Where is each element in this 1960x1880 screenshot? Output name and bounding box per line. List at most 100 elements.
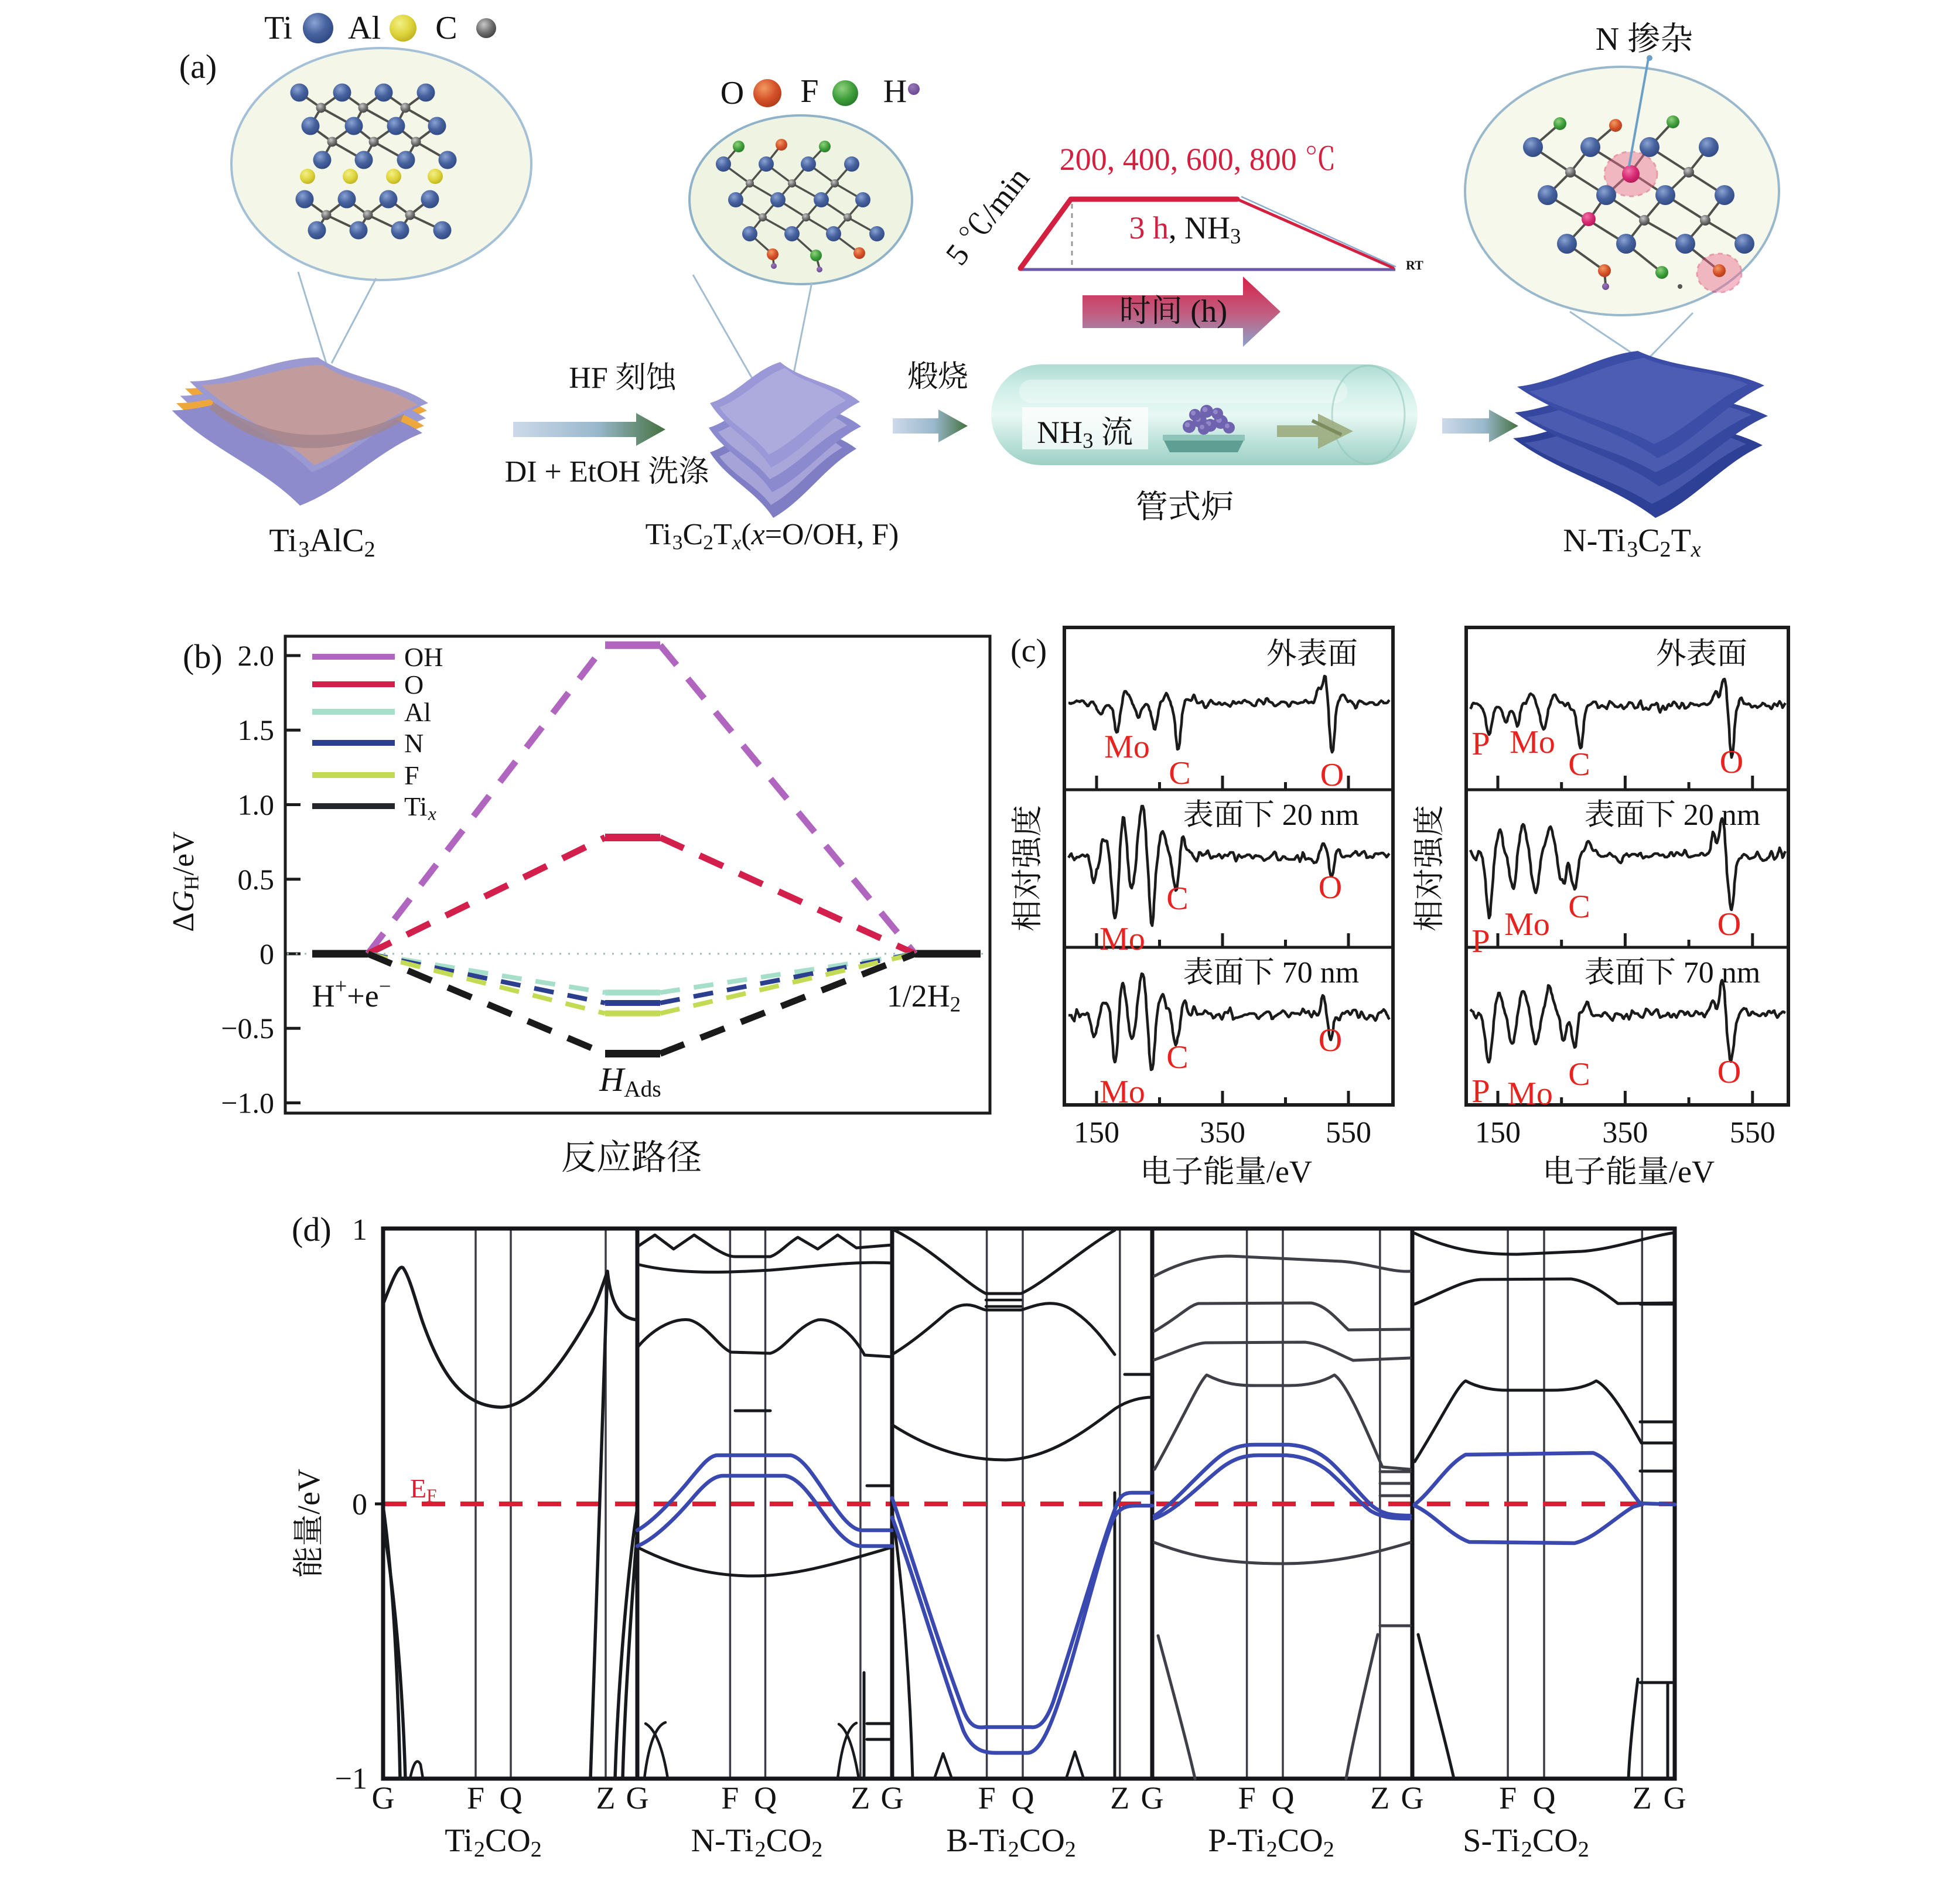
svg-text:Mo: Mo [1504, 906, 1550, 943]
svg-text:G: G [881, 1780, 904, 1816]
svg-text:150: 150 [1074, 1116, 1119, 1149]
svg-text:x: x [751, 518, 765, 551]
svg-text:OH: OH [404, 642, 443, 672]
svg-text:O: O [1717, 906, 1741, 943]
svg-text:2: 2 [755, 1837, 766, 1862]
svg-text:−0.5: −0.5 [221, 1012, 274, 1045]
svg-text:Q: Q [1272, 1780, 1295, 1816]
svg-text:AlC: AlC [309, 523, 364, 559]
svg-text:+: + [335, 974, 347, 998]
svg-text:=O/OH, F): =O/OH, F) [765, 518, 899, 551]
svg-text:F: F [978, 1780, 996, 1816]
svg-text:3 h: 3 h [1129, 210, 1169, 245]
svg-text:CO: CO [1532, 1823, 1578, 1859]
svg-text:2: 2 [1578, 1837, 1589, 1862]
svg-text:2: 2 [811, 1837, 822, 1862]
svg-text:P: P [1471, 1073, 1490, 1110]
svg-text:E: E [410, 1473, 426, 1503]
svg-text:G: G [1141, 1780, 1164, 1816]
svg-text:3: 3 [672, 530, 683, 554]
svg-text:F: F [721, 1780, 739, 1816]
svg-text:Ti: Ti [264, 10, 292, 46]
svg-text:Ads: Ads [624, 1076, 661, 1101]
svg-text:CO: CO [485, 1823, 531, 1859]
svg-text:Ti: Ti [404, 791, 427, 821]
svg-text:O: O [1319, 869, 1342, 906]
svg-text:−1: −1 [335, 1762, 367, 1796]
svg-text:Ti: Ti [445, 1823, 473, 1859]
svg-text:P-Ti: P-Ti [1208, 1823, 1265, 1859]
svg-text:Mo: Mo [1104, 729, 1150, 765]
svg-text:CO: CO [1019, 1823, 1065, 1859]
svg-text:(a): (a) [179, 47, 217, 86]
svg-text:F: F [426, 1485, 436, 1506]
svg-text:(b): (b) [183, 637, 223, 675]
svg-text:(h): (h) [1183, 294, 1227, 329]
svg-text:CO: CO [1278, 1823, 1323, 1859]
svg-text:Q: Q [500, 1780, 523, 1816]
svg-text:3: 3 [298, 537, 309, 562]
svg-text:20 nm: 20 nm [1676, 799, 1760, 832]
svg-text:1: 1 [352, 1213, 367, 1247]
svg-text:Z: Z [1110, 1780, 1129, 1816]
svg-text:N-Ti: N-Ti [1563, 523, 1626, 559]
svg-text:Q: Q [1012, 1780, 1034, 1816]
svg-text:70 nm: 70 nm [1275, 956, 1359, 990]
svg-text:O: O [1717, 1054, 1741, 1090]
svg-text:1/2H: 1/2H [887, 978, 950, 1014]
svg-text:S-Ti: S-Ti [1463, 1823, 1520, 1859]
svg-text:2.0: 2.0 [238, 639, 275, 672]
svg-text:20 nm: 20 nm [1275, 799, 1359, 832]
svg-text:1.5: 1.5 [238, 714, 275, 746]
svg-text:G: G [372, 1780, 395, 1816]
svg-text:150: 150 [1475, 1116, 1521, 1149]
svg-text:O: O [1319, 1022, 1342, 1059]
svg-text:G: G [1401, 1780, 1424, 1816]
svg-text:, NH: , NH [1169, 210, 1230, 245]
svg-text:2: 2 [1065, 1837, 1076, 1862]
svg-text:P: P [1471, 923, 1490, 960]
svg-text:O: O [404, 670, 424, 700]
svg-text:2: 2 [1323, 1837, 1334, 1862]
svg-text:O: O [1720, 744, 1743, 780]
svg-text:/eV: /eV [291, 1469, 326, 1514]
svg-text:NH: NH [1037, 415, 1083, 450]
svg-text:F: F [467, 1780, 484, 1816]
svg-text:(d): (d) [292, 1210, 332, 1248]
svg-text:+e: +e [347, 978, 378, 1014]
svg-text:H: H [883, 73, 907, 110]
svg-text:H: H [312, 978, 335, 1014]
svg-text:RT: RT [1406, 258, 1423, 272]
svg-text:0.5: 0.5 [238, 863, 275, 896]
svg-text:2: 2 [950, 992, 961, 1016]
svg-text:B-Ti: B-Ti [946, 1823, 1007, 1859]
svg-text:Ti: Ti [269, 523, 297, 559]
svg-text:550: 550 [1730, 1116, 1775, 1149]
svg-text:Mo: Mo [1099, 921, 1145, 957]
svg-text:(c): (c) [1010, 633, 1047, 669]
svg-text:2: 2 [474, 1837, 485, 1862]
svg-text:2: 2 [1660, 537, 1671, 562]
svg-text:N-Ti: N-Ti [691, 1823, 754, 1859]
svg-text:−1.0: −1.0 [221, 1087, 274, 1120]
svg-text:C: C [1568, 1056, 1590, 1093]
svg-text:CO: CO [766, 1823, 812, 1859]
svg-text:3: 3 [1627, 537, 1638, 562]
svg-text:C: C [1169, 755, 1190, 791]
svg-text:0: 0 [259, 937, 274, 970]
svg-text:1.0: 1.0 [238, 789, 275, 821]
svg-text:200, 400, 600, 800: 200, 400, 600, 800 [1060, 142, 1305, 177]
svg-text:F: F [1238, 1780, 1256, 1816]
svg-text:2: 2 [1008, 1837, 1019, 1862]
svg-text:C: C [1638, 523, 1659, 559]
svg-text:Z: Z [1370, 1780, 1389, 1816]
svg-text:T: T [713, 518, 732, 551]
svg-text:350: 350 [1200, 1116, 1245, 1149]
svg-text:C: C [1166, 1039, 1188, 1076]
svg-text:Al: Al [404, 697, 431, 727]
svg-text:2: 2 [364, 537, 375, 562]
svg-text:N: N [1596, 21, 1627, 57]
svg-text:Q: Q [1533, 1780, 1556, 1816]
svg-text:x: x [428, 803, 436, 824]
svg-text:Z: Z [1633, 1780, 1652, 1816]
